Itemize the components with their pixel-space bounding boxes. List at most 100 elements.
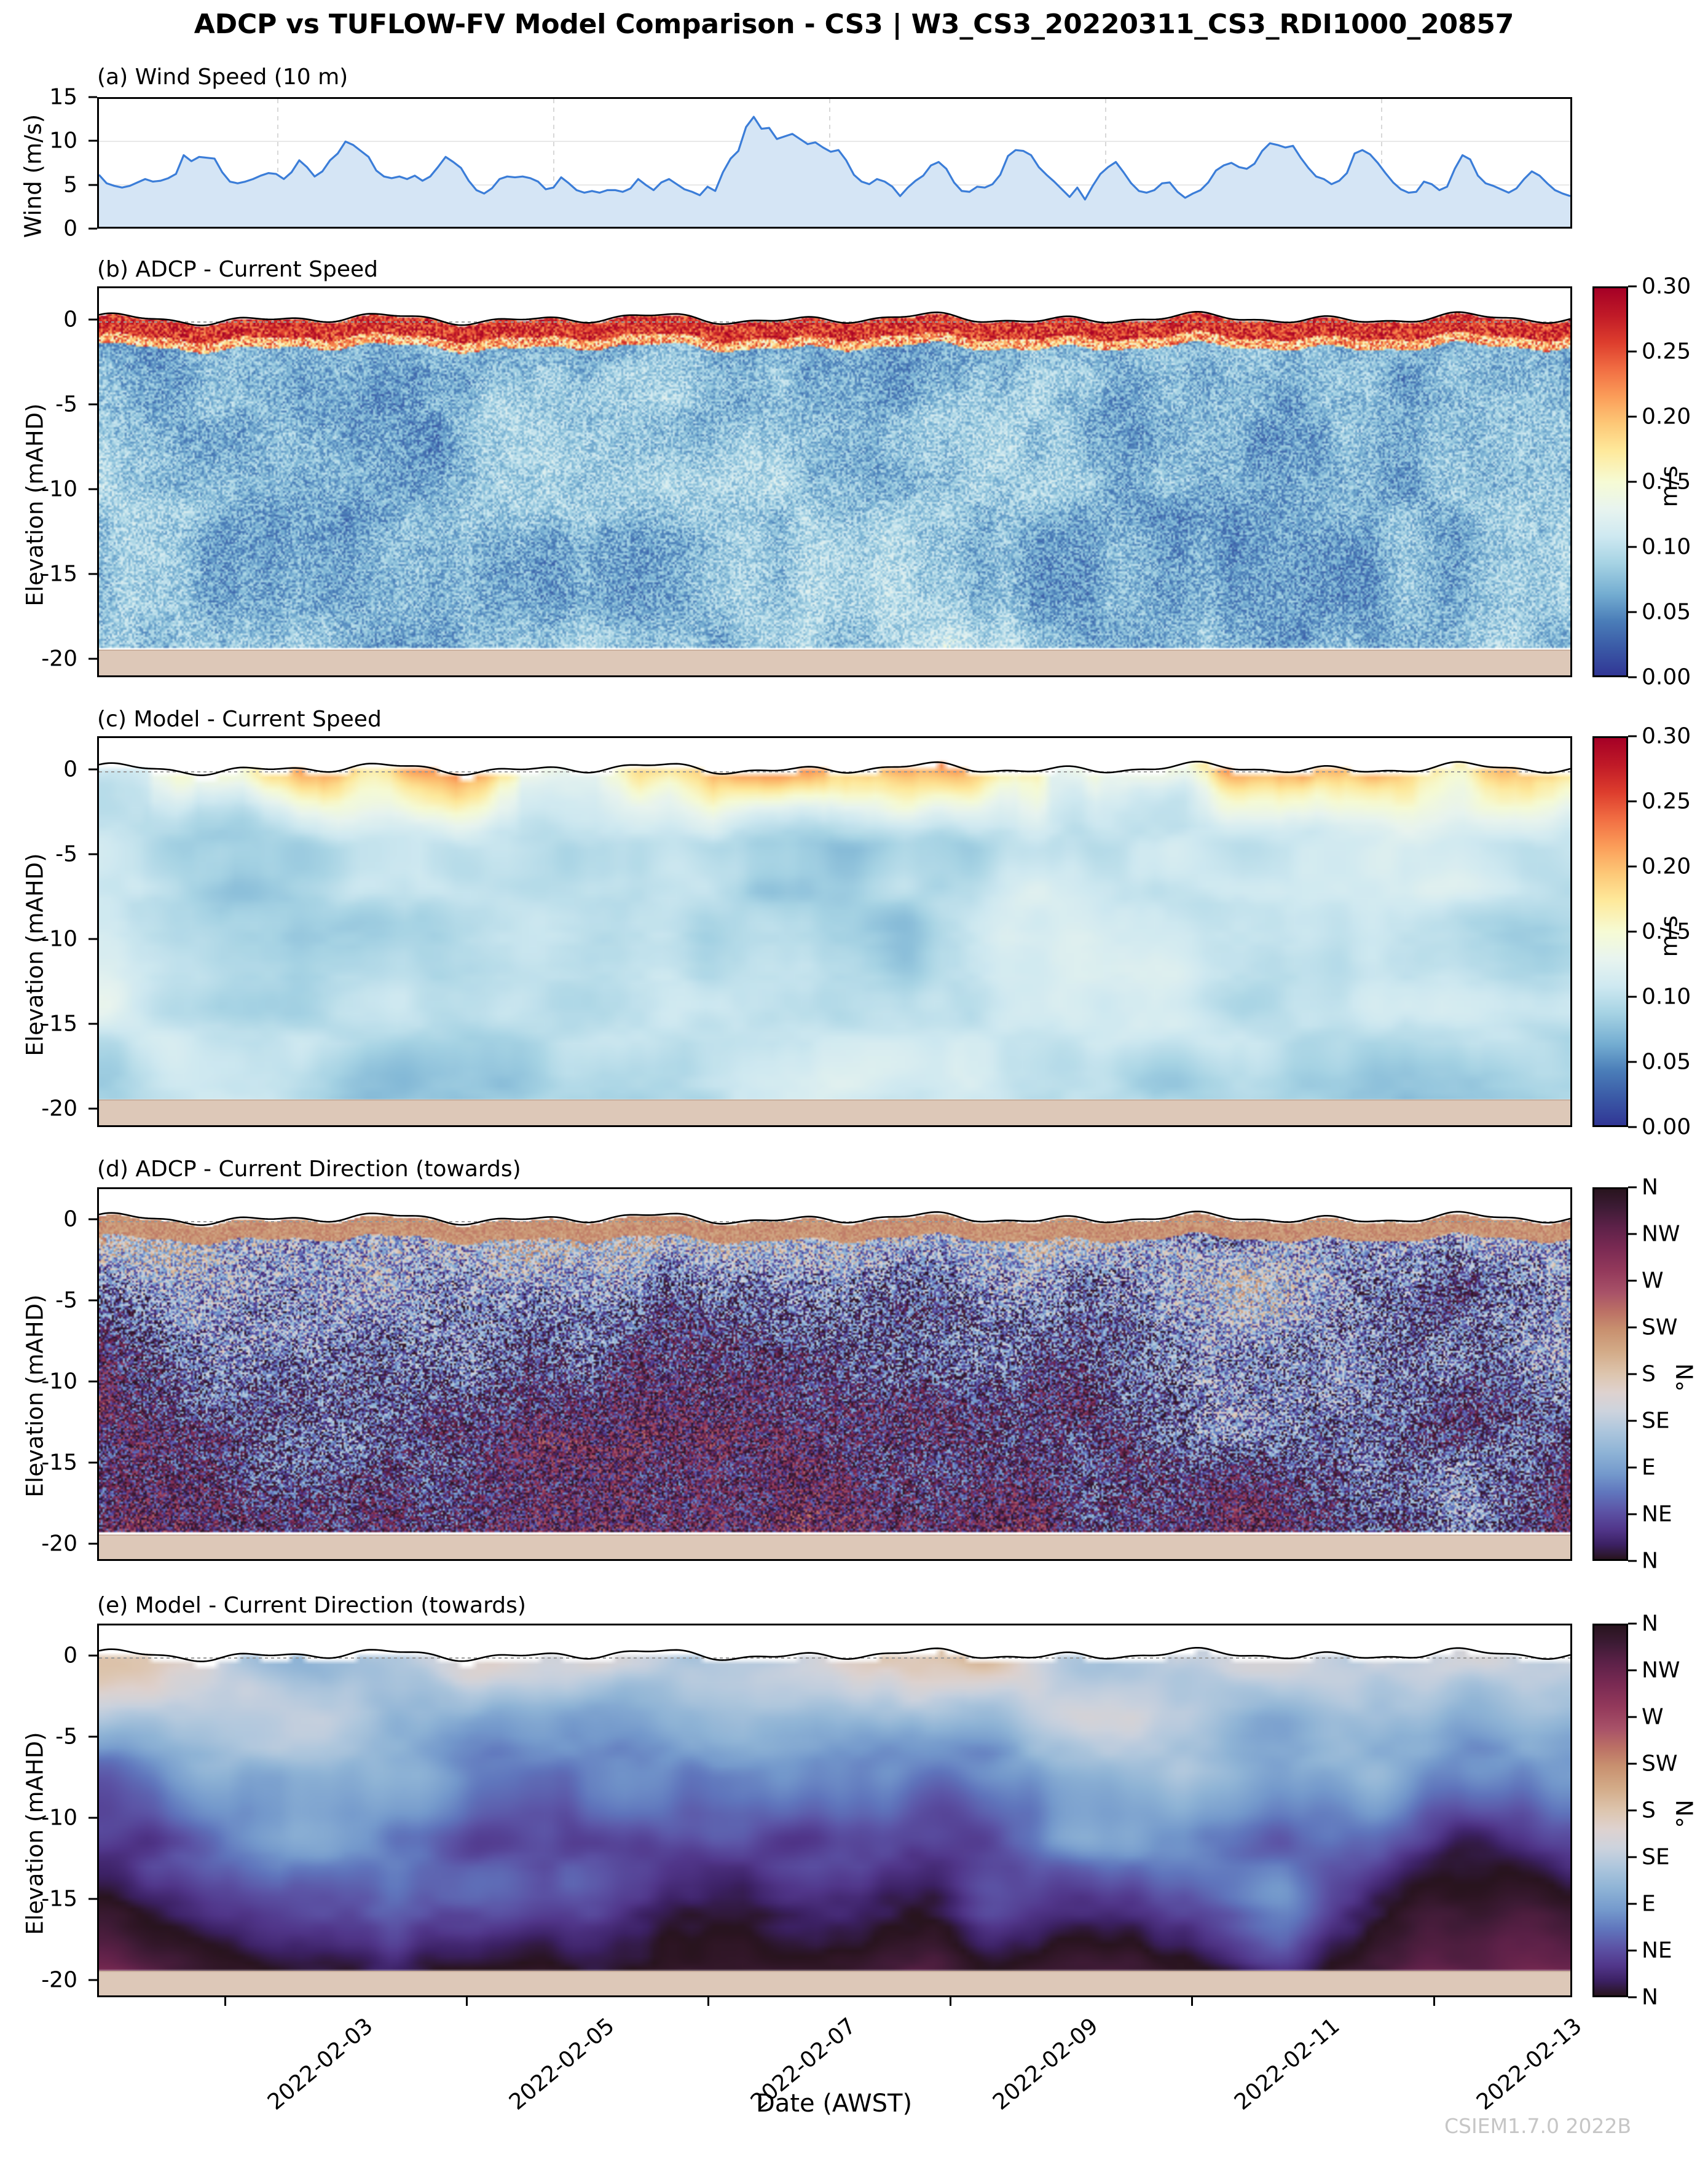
water-surface-line bbox=[99, 1210, 1570, 1226]
model-direction-heatmap bbox=[99, 1625, 1570, 1995]
water-surface-line bbox=[99, 310, 1570, 326]
bed-band bbox=[99, 1971, 1570, 1995]
x-axis-tickmark bbox=[466, 1997, 468, 2006]
colorbar-tickmark bbox=[1628, 865, 1637, 868]
panel-b-ytick-m10: -10 bbox=[41, 476, 77, 502]
panel-b-tickmark bbox=[89, 488, 97, 490]
panel-a-ytick-5: 5 bbox=[63, 172, 77, 198]
colorbar-tick-label: N bbox=[1642, 1984, 1658, 2010]
colorbar-tickmark bbox=[1628, 1420, 1637, 1422]
panel-a-wind-speed bbox=[97, 97, 1572, 229]
bed-band bbox=[99, 650, 1570, 675]
colorbar-tick-label: 0.00 bbox=[1642, 664, 1691, 690]
colorbar-tick-label: 0.15 bbox=[1642, 919, 1691, 945]
panel-d-ytick-m10: -10 bbox=[41, 1369, 77, 1394]
colorbar-tickmark bbox=[1628, 1996, 1637, 1998]
colorbar-tickmark bbox=[1628, 1466, 1637, 1469]
panel-c-title: (c) Model - Current Speed bbox=[97, 707, 382, 732]
panel-e-ytick-m10: -10 bbox=[41, 1805, 77, 1831]
bed-band bbox=[99, 1099, 1570, 1125]
panel-e-tickmark bbox=[89, 1654, 97, 1657]
x-axis-tickmark bbox=[707, 1997, 710, 2006]
wind-speed-series bbox=[99, 116, 1570, 227]
panel-e-tickmark bbox=[89, 1817, 97, 1819]
colorbar-tick-label: 0.20 bbox=[1642, 404, 1691, 430]
colorbar-tick-label: 0.10 bbox=[1642, 534, 1691, 560]
colorbar-tick-label: 0.05 bbox=[1642, 1049, 1691, 1075]
colorbar-tick-label: NE bbox=[1642, 1501, 1672, 1527]
colorbar-tick-label: 0.20 bbox=[1642, 854, 1691, 879]
colorbar-tickmark bbox=[1628, 481, 1637, 483]
panel-b-tickmark bbox=[89, 573, 97, 575]
figure-title: ADCP vs TUFLOW-FV Model Comparison - CS3… bbox=[194, 9, 1514, 40]
colorbar-speed-b[interactable] bbox=[1592, 286, 1628, 677]
colorbar-tick-label: N bbox=[1642, 1174, 1658, 1200]
colorbar-tickmark bbox=[1628, 735, 1637, 737]
panel-e-ytick-m20: -20 bbox=[41, 1967, 77, 1993]
x-axis-tickmark bbox=[1191, 1997, 1194, 2006]
x-axis-tick-label: 2022-02-03 bbox=[262, 2013, 378, 2115]
panel-b-tickmark bbox=[89, 658, 97, 660]
panel-d-tickmark bbox=[89, 1299, 97, 1302]
colorbar-speed-c[interactable] bbox=[1592, 736, 1628, 1127]
panel-a-tickmark bbox=[89, 184, 97, 186]
colorbar-e-title: °N bbox=[1672, 1799, 1699, 1828]
panel-c-ytick-0: 0 bbox=[63, 756, 77, 782]
panel-e-tickmark bbox=[89, 1735, 97, 1738]
panel-d-ytick-0: 0 bbox=[63, 1206, 77, 1232]
colorbar-tick-label: SE bbox=[1642, 1844, 1670, 1870]
colorbar-tick-label: S bbox=[1642, 1798, 1656, 1823]
colorbar-tick-label: 0.30 bbox=[1642, 273, 1691, 299]
x-axis-tickmark bbox=[949, 1997, 951, 2006]
panel-b-ytick-m15: -15 bbox=[41, 561, 77, 587]
panel-c-tickmark bbox=[89, 1107, 97, 1110]
colorbar-tickmark bbox=[1628, 1186, 1637, 1189]
panel-c-ytick-m10: -10 bbox=[41, 926, 77, 952]
colorbar-d-title: °N bbox=[1672, 1363, 1699, 1392]
colorbar-tickmark bbox=[1628, 1326, 1637, 1329]
colorbar-tickmark bbox=[1628, 285, 1637, 288]
panel-c-ytick-m15: -15 bbox=[41, 1011, 77, 1037]
colorbar-tickmark bbox=[1628, 930, 1637, 933]
panel-d-tickmark bbox=[89, 1461, 97, 1464]
colorbar-tickmark bbox=[1628, 350, 1637, 353]
panel-b-ytick-0: 0 bbox=[63, 307, 77, 332]
panel-a-ytick-15: 15 bbox=[49, 84, 77, 110]
adcp-speed-heatmap bbox=[99, 288, 1570, 675]
panel-a-ytick-10: 10 bbox=[49, 128, 77, 154]
colorbar-tick-label: 0.25 bbox=[1642, 788, 1691, 814]
x-axis-tick-label: 2022-02-05 bbox=[504, 2013, 620, 2115]
water-surface-line bbox=[99, 760, 1570, 776]
panel-d-ytick-m15: -15 bbox=[41, 1450, 77, 1476]
panel-d-ytick-m5: -5 bbox=[55, 1287, 77, 1313]
panel-c-ytick-m20: -20 bbox=[41, 1096, 77, 1122]
colorbar-tickmark bbox=[1628, 1809, 1637, 1812]
colorbar-tickmark bbox=[1628, 1622, 1637, 1625]
vgridline bbox=[277, 99, 278, 227]
panel-b-ytick-m5: -5 bbox=[55, 391, 77, 417]
colorbar-tick-label: SW bbox=[1642, 1314, 1678, 1340]
colorbar-direction-d[interactable] bbox=[1592, 1187, 1628, 1561]
adcp-direction-heatmap bbox=[99, 1189, 1570, 1559]
colorbar-tick-label: 0.05 bbox=[1642, 599, 1691, 625]
panel-a-title: (a) Wind Speed (10 m) bbox=[97, 65, 348, 90]
colorbar-tick-label: E bbox=[1642, 1891, 1656, 1917]
colorbar-tick-label: W bbox=[1642, 1268, 1664, 1294]
panel-e-tickmark bbox=[89, 1979, 97, 1981]
colorbar-direction-e[interactable] bbox=[1592, 1624, 1628, 1997]
panel-c-tickmark bbox=[89, 768, 97, 771]
vgridline bbox=[1381, 99, 1382, 227]
colorbar-tick-label: W bbox=[1642, 1704, 1664, 1730]
colorbar-tickmark bbox=[1628, 1856, 1637, 1858]
panel-d-tickmark bbox=[89, 1542, 97, 1545]
panel-d-tickmark bbox=[89, 1218, 97, 1220]
colorbar-tick-label: 0.30 bbox=[1642, 723, 1691, 749]
watermark: CSIEM1.7.0 2022B bbox=[1444, 2114, 1632, 2138]
colorbar-tick-label: NE bbox=[1642, 1938, 1672, 1963]
x-axis-tickmark bbox=[224, 1997, 226, 2006]
panel-a-tickmark bbox=[89, 96, 97, 98]
panel-e-tickmark bbox=[89, 1898, 97, 1900]
panel-a-tickmark bbox=[89, 139, 97, 142]
colorbar-tickmark bbox=[1628, 676, 1637, 678]
panel-b-ytick-m20: -20 bbox=[41, 646, 77, 672]
